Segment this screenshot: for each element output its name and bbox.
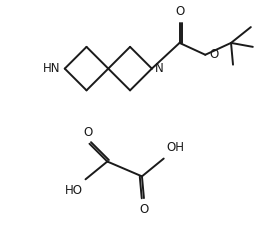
Text: N: N [155, 62, 164, 75]
Text: O: O [175, 5, 184, 18]
Text: HN: HN [43, 62, 61, 75]
Text: HO: HO [64, 184, 82, 197]
Text: O: O [209, 48, 218, 61]
Text: O: O [83, 126, 92, 139]
Text: OH: OH [167, 141, 185, 154]
Text: O: O [139, 203, 149, 216]
